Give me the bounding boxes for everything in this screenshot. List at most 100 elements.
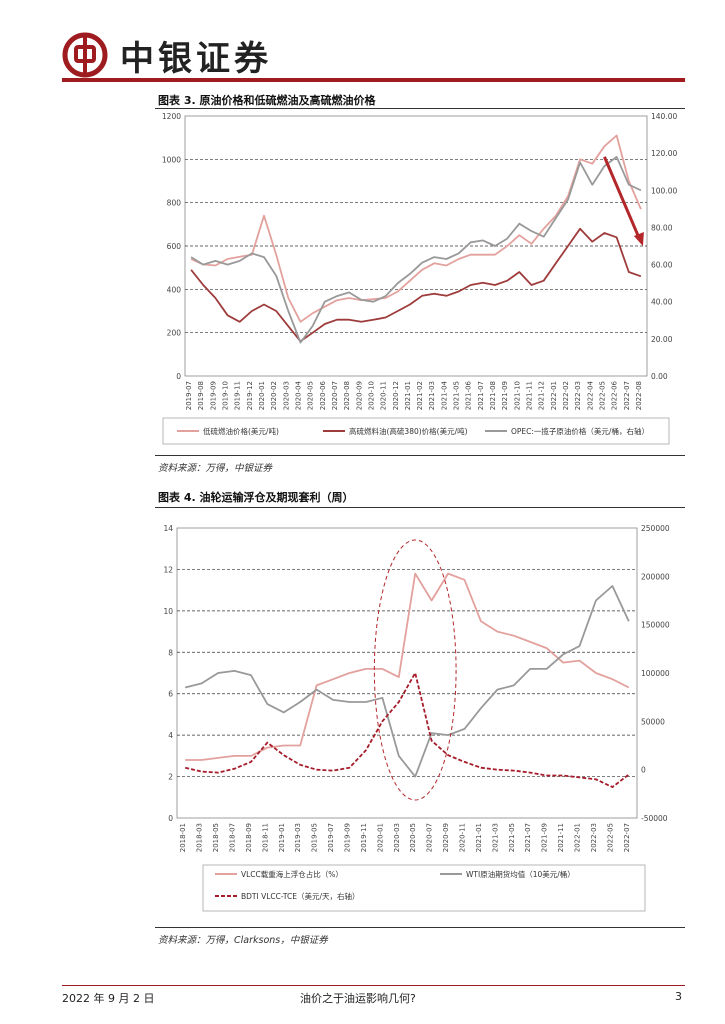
fig3-y-left-tick: 200 bbox=[167, 329, 182, 338]
fig3-series-3 bbox=[190, 156, 642, 344]
fig4-x-tick: 2022-05 bbox=[606, 823, 614, 852]
fig3-x-tick: 2022-01 bbox=[550, 381, 558, 410]
fig3-x-tick: 2020-05 bbox=[307, 381, 315, 410]
fig4-x-tick: 2022-03 bbox=[590, 823, 598, 852]
fig4-legend-label: BDTI VLCC-TCE（美元/天，右轴） bbox=[241, 891, 360, 901]
bank-of-china-logo-icon bbox=[62, 32, 108, 78]
fig4-y-right-tick: 0 bbox=[641, 766, 646, 775]
fig3-x-tick: 2020-02 bbox=[270, 381, 278, 410]
fig3-x-tick: 2022-06 bbox=[611, 380, 619, 410]
fig4-x-tick: 2019-11 bbox=[360, 823, 368, 852]
fig3-y-right-tick: 120.00 bbox=[651, 149, 677, 158]
figure3-bottom-rule bbox=[155, 455, 685, 456]
fig3-series-1 bbox=[190, 134, 642, 323]
fig4-x-tick: 2018-01 bbox=[179, 823, 187, 852]
fig3-x-tick: 2020-04 bbox=[295, 380, 303, 410]
fig3-y-left-tick: 600 bbox=[167, 242, 182, 251]
fig3-x-tick: 2020-06 bbox=[319, 380, 327, 410]
fig4-series-3 bbox=[184, 672, 630, 789]
fig3-x-tick: 2020-01 bbox=[258, 381, 266, 410]
fig4-x-tick: 2018-03 bbox=[196, 823, 204, 852]
fig4-x-tick: 2018-11 bbox=[261, 823, 269, 852]
fig4-x-tick: 2019-05 bbox=[311, 823, 319, 852]
fig4-x-tick: 2022-01 bbox=[574, 823, 582, 852]
fig4-legend-label: WTI原油期货均值（10美元/桶） bbox=[466, 869, 575, 879]
fig4-x-tick: 2021-05 bbox=[508, 823, 516, 852]
fig3-x-tick: 2021-01 bbox=[404, 381, 412, 410]
fig3-x-tick: 2021-08 bbox=[489, 381, 497, 410]
fig4-y-left-tick: 2 bbox=[168, 773, 173, 782]
fig3-legend-label: OPEC:一揽子原油价格（美元/桶，右轴） bbox=[511, 426, 649, 436]
fig4-x-tick: 2021-07 bbox=[524, 823, 532, 852]
fig4-x-tick: 2019-09 bbox=[344, 823, 352, 852]
fig4-y-right-tick: 200000 bbox=[641, 572, 670, 581]
fig4-y-left-tick: 6 bbox=[168, 690, 173, 699]
fig4-x-tick: 2018-09 bbox=[245, 823, 253, 852]
fig3-x-tick: 2019-12 bbox=[246, 381, 254, 410]
figure3-top-rule bbox=[155, 108, 685, 109]
fig3-legend-label: 高硫燃料油(高硫380)价格(美元/吨) bbox=[349, 426, 468, 436]
fig3-x-tick: 2021-09 bbox=[501, 381, 509, 410]
header-rule bbox=[62, 78, 685, 82]
fig3-x-tick: 2020-08 bbox=[343, 381, 351, 410]
fig4-legend-box bbox=[202, 864, 646, 912]
fig4-x-tick: 2021-01 bbox=[475, 823, 483, 852]
fig3-x-tick: 2021-05 bbox=[453, 381, 461, 410]
figure3-title: 图表 3. 原油价格和低硫燃油及高硫燃油价格 bbox=[158, 94, 376, 107]
fig3-y-right-tick: 100.00 bbox=[651, 186, 677, 195]
brand-name: 中银证券 bbox=[120, 38, 272, 79]
figure4-source: 资料来源：万得，Clarksons，中银证券 bbox=[158, 935, 328, 946]
fig4-x-tick: 2019-07 bbox=[327, 823, 335, 852]
footer-title: 油价之于油运影响几何? bbox=[300, 992, 416, 1005]
fig4-x-tick: 2022-07 bbox=[623, 823, 631, 852]
fig3-x-tick: 2021-12 bbox=[538, 381, 546, 410]
figure4-bottom-rule bbox=[155, 927, 685, 928]
fig4-x-tick: 2021-11 bbox=[557, 823, 565, 852]
fig4-y-left-tick: 0 bbox=[168, 814, 173, 823]
fig4-x-tick: 2020-03 bbox=[393, 823, 401, 852]
fig4-x-tick: 2020-05 bbox=[409, 823, 417, 852]
fig4-y-left-tick: 12 bbox=[163, 565, 173, 574]
fig4-y-left-tick: 4 bbox=[168, 731, 173, 740]
fig4-y-right-tick: 150000 bbox=[641, 621, 670, 630]
figure3-chart: 0 200 400 600 800 1000 1200 0.00 20.00 40.00 60.00… bbox=[162, 112, 677, 445]
fig4-x-tick: 2018-05 bbox=[212, 823, 220, 852]
fig4-x-tick: 2020-07 bbox=[426, 823, 434, 852]
fig3-x-tick: 2020-07 bbox=[331, 381, 339, 410]
fig3-x-tick: 2021-11 bbox=[526, 381, 534, 410]
fig3-y-left-tick: 1200 bbox=[162, 112, 181, 121]
fig3-x-tick: 2022-03 bbox=[574, 381, 582, 410]
fig4-x-tick: 2021-03 bbox=[491, 823, 499, 852]
fig3-x-tick: 2021-02 bbox=[416, 381, 424, 410]
fig4-y-left-tick: 8 bbox=[168, 648, 173, 657]
fig3-x-tick: 2019-07 bbox=[185, 381, 193, 410]
fig3-x-tick: 2022-02 bbox=[562, 381, 570, 410]
fig3-y-right-tick: 40.00 bbox=[651, 298, 673, 307]
fig3-y-right-tick: 60.00 bbox=[651, 261, 673, 270]
fig3-x-tick: 2019-08 bbox=[197, 381, 205, 410]
fig3-series-2 bbox=[190, 227, 642, 343]
fig3-annotation-arrow-head bbox=[633, 232, 644, 246]
footer-date: 2022 年 9 月 2 日 bbox=[62, 992, 155, 1005]
fig3-x-tick: 2020-09 bbox=[355, 381, 363, 410]
fig3-x-tick: 2019-11 bbox=[234, 381, 242, 410]
fig4-y-right-tick: 100000 bbox=[641, 669, 670, 678]
fig3-x-tick: 2021-07 bbox=[477, 381, 485, 410]
fig4-x-tick: 2020-09 bbox=[442, 823, 450, 852]
fig4-x-tick: 2019-01 bbox=[278, 823, 286, 852]
fig3-y-right-tick: 20.00 bbox=[651, 335, 673, 344]
fig3-x-tick: 2022-08 bbox=[635, 381, 643, 410]
fig4-series-2 bbox=[184, 585, 630, 778]
fig3-y-right-tick: 140.00 bbox=[651, 112, 677, 121]
fig4-plot-frame bbox=[176, 527, 638, 819]
fig4-x-tick: 2021-09 bbox=[541, 823, 549, 852]
fig4-y-right-tick: -50000 bbox=[641, 814, 668, 823]
fig3-annotation-arrow-shaft bbox=[603, 156, 642, 241]
fig3-x-tick: 2022-05 bbox=[598, 381, 606, 410]
fig4-x-tick: 2020-11 bbox=[459, 823, 467, 852]
footer-page: 3 bbox=[675, 990, 682, 1003]
fig4-y-right-tick: 50000 bbox=[641, 717, 665, 726]
fig3-y-left-tick: 400 bbox=[167, 285, 182, 294]
brand-header: 中银证券 bbox=[62, 30, 272, 80]
figure4-top-rule bbox=[155, 507, 685, 508]
